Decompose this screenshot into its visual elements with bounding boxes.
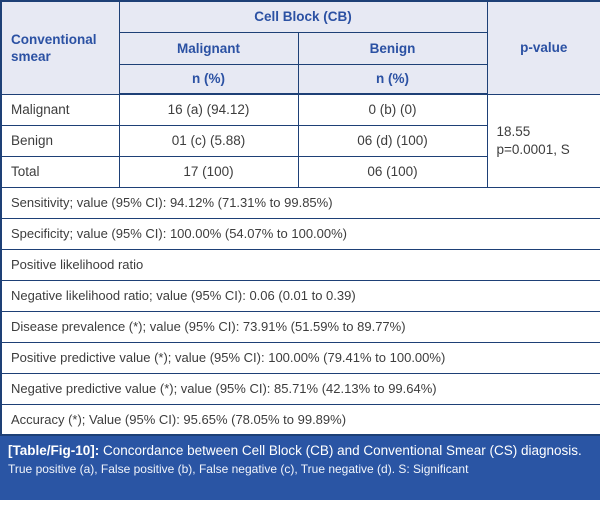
row-label-malignant: Malignant (0, 93, 120, 126)
caption-band: [Table/Fig-10]: Concordance between Cell… (0, 436, 600, 500)
stat-specificity: Specificity; value (95% CI): 100.00% (54… (0, 217, 600, 250)
concordance-table: Conventional smear Cell Block (CB) p-val… (0, 0, 600, 436)
cell-benign-malignant: 01 (c) (5.88) (118, 124, 299, 157)
stat-positive-predictive-value: Positive predictive value (*); value (95… (0, 341, 600, 374)
cell-total-malignant: 17 (100) (118, 155, 299, 188)
stat-row-accuracy: Accuracy (*); Value (95% CI): 95.65% (78… (0, 403, 600, 436)
stat-negative-predictive-value: Negative predictive value (*); value (95… (0, 372, 600, 405)
table-row-total: Total 17 (100) 06 (100) (0, 155, 600, 188)
column-header-malignant: Malignant (118, 31, 299, 65)
stat-disease-prevalence: Disease prevalence (*); value (95% CI): … (0, 310, 600, 343)
cell-p-value: 18.55 p=0.0001, S (486, 93, 600, 188)
stat-negative-likelihood-ratio: Negative likelihood ratio; value (95% CI… (0, 279, 600, 312)
column-header-p-value: p-value (486, 0, 600, 95)
stat-accuracy: Accuracy (*); Value (95% CI): 95.65% (78… (0, 403, 600, 436)
row-label-total: Total (0, 155, 120, 188)
stat-row-disease-prevalence: Disease prevalence (*); value (95% CI): … (0, 310, 600, 343)
stat-positive-likelihood-ratio: Positive likelihood ratio (0, 248, 600, 281)
stat-row-negative-likelihood-ratio: Negative likelihood ratio; value (95% CI… (0, 279, 600, 312)
cell-total-benign: 06 (100) (297, 155, 488, 188)
figure-caption-footnote: True positive (a), False positive (b), F… (8, 462, 469, 476)
corner-header-conventional-smear: Conventional smear (0, 0, 120, 95)
stat-row-sensitivity: Sensitivity; value (95% CI): 94.12% (71.… (0, 186, 600, 219)
sub-header-n-percent-benign: n (%) (297, 63, 488, 95)
stat-row-specificity: Specificity; value (95% CI): 100.00% (54… (0, 217, 600, 250)
stat-sensitivity: Sensitivity; value (95% CI): 94.12% (71.… (0, 186, 600, 219)
column-group-header-cell-block: Cell Block (CB) (118, 0, 488, 33)
row-label-benign: Benign (0, 124, 120, 157)
cell-malignant-malignant: 16 (a) (94.12) (118, 93, 299, 126)
p-value-significance: p=0.0001, S (496, 141, 570, 157)
stat-row-negative-predictive-value: Negative predictive value (*); value (95… (0, 372, 600, 405)
figure-caption-label: [Table/Fig-10]: (8, 443, 100, 458)
p-value-statistic: 18.55 (496, 123, 531, 139)
sub-header-n-percent-malignant: n (%) (118, 63, 299, 95)
stat-row-positive-likelihood-ratio: Positive likelihood ratio (0, 248, 600, 281)
column-header-benign: Benign (297, 31, 488, 65)
cell-malignant-benign: 0 (b) (0) (297, 93, 488, 126)
figure-caption-text: Concordance between Cell Block (CB) and … (103, 443, 582, 458)
table-row-benign: Benign 01 (c) (5.88) 06 (d) (100) (0, 124, 600, 157)
figure-caption: [Table/Fig-10]: Concordance between Cell… (8, 442, 592, 459)
table-row-malignant: Malignant 16 (a) (94.12) 0 (b) (0) 18.55… (0, 93, 600, 188)
cell-benign-benign: 06 (d) (100) (297, 124, 488, 157)
stat-row-positive-predictive-value: Positive predictive value (*); value (95… (0, 341, 600, 374)
